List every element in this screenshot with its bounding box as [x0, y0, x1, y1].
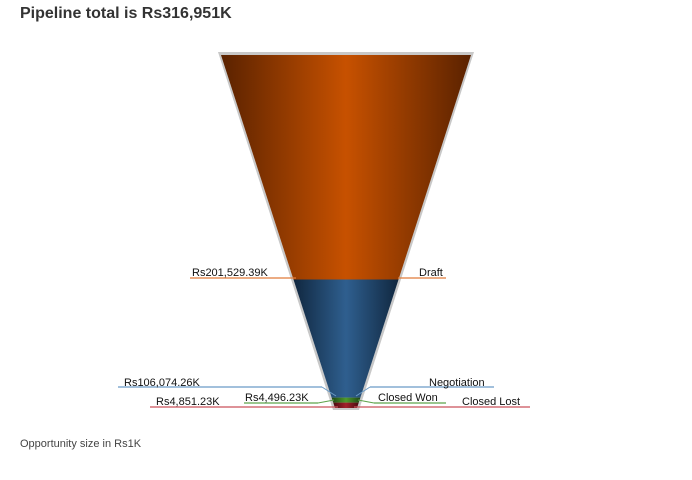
funnel-leader-lines	[118, 277, 530, 408]
value-label-draft: Rs201,529.39K	[192, 267, 268, 279]
leader-stub-right-closed-won	[357, 399, 375, 404]
leader-stub-right-negotiation	[355, 386, 371, 397]
funnel-segment-closed-lost[interactable]	[333, 402, 359, 408]
funnel-segment-draft[interactable]	[221, 55, 471, 280]
stage-label-draft: Draft	[419, 267, 443, 279]
funnel-segment-negotiation[interactable]	[293, 279, 399, 398]
stage-label-negotiation: Negotiation	[429, 377, 485, 389]
funnel-labels: Rs201,529.39K Draft Rs106,074.26K Negotiati…	[124, 267, 520, 408]
leader-stub-left-closed-won	[317, 399, 335, 404]
chart-title: Pipeline total is Rs316,951K	[20, 5, 232, 22]
value-label-closed-won: Rs4,496.23K	[245, 392, 309, 404]
funnel-segments	[221, 55, 471, 408]
value-label-negotiation: Rs106,074.26K	[124, 377, 200, 389]
funnel-segment-closed-won[interactable]	[331, 397, 361, 403]
chart-footnote: Opportunity size in Rs1K	[20, 438, 142, 450]
stage-label-closed-won: Closed Won	[378, 392, 438, 404]
value-label-closed-lost: Rs4,851.23K	[156, 396, 220, 408]
leader-stub-left-negotiation	[321, 386, 337, 397]
stage-label-closed-lost: Closed Lost	[462, 396, 520, 408]
